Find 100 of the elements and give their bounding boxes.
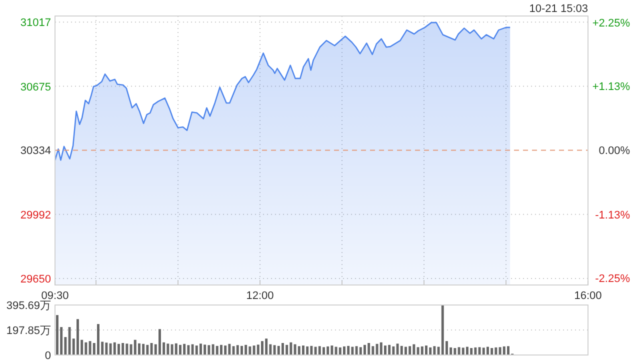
y-tick-label: 0 — [44, 350, 51, 360]
bar — [359, 347, 362, 355]
bar — [252, 346, 256, 355]
x-tick-label: 16:00 — [574, 290, 602, 302]
bar — [294, 344, 296, 355]
bar — [187, 345, 190, 355]
bar — [368, 342, 370, 355]
bar — [113, 342, 116, 355]
bar — [330, 346, 334, 355]
bar — [191, 344, 194, 355]
bar — [429, 347, 432, 355]
bar — [170, 344, 174, 355]
text: 10-21 15:03 — [529, 3, 588, 15]
bar — [228, 344, 231, 355]
bar — [498, 347, 502, 355]
bar — [355, 346, 358, 355]
x-tick-label: 12:00 — [246, 290, 274, 302]
y-tick-label: 30334 — [20, 145, 51, 158]
y-tick-label: 30675 — [20, 81, 51, 94]
y-tick-label: 197.85万 — [6, 325, 51, 337]
bar — [174, 343, 178, 355]
y2-tick-label: -2.25% — [595, 273, 630, 286]
y2-tick-label: +1.13% — [592, 80, 630, 93]
bar — [347, 346, 350, 355]
bar — [224, 346, 227, 355]
bar — [183, 344, 186, 355]
bar — [376, 344, 378, 355]
bar — [88, 341, 92, 355]
bar — [441, 305, 444, 355]
bar — [244, 344, 248, 355]
bar — [216, 346, 218, 355]
bar — [462, 348, 464, 355]
bar — [179, 344, 182, 355]
bar — [380, 342, 382, 355]
bar — [392, 346, 395, 355]
bar — [507, 346, 510, 355]
bar — [212, 344, 214, 355]
y-tick-label: 395.69万 — [6, 300, 51, 312]
bar — [134, 340, 136, 355]
bar — [150, 342, 153, 355]
bar — [482, 348, 485, 355]
bar — [302, 346, 304, 355]
bar — [343, 346, 346, 355]
bar — [97, 324, 100, 355]
bar — [208, 345, 210, 355]
y2-tick-label: +2.25% — [592, 17, 630, 30]
bar — [425, 346, 428, 355]
bar — [256, 344, 260, 355]
bar — [138, 343, 140, 355]
bar — [322, 347, 325, 355]
bar — [290, 342, 292, 355]
bar — [404, 346, 407, 355]
bar — [204, 344, 206, 355]
y-tick-label: 31017 — [20, 17, 51, 30]
bar — [130, 344, 132, 355]
bar — [310, 346, 313, 355]
bar — [478, 347, 481, 355]
bar — [486, 346, 489, 355]
bar — [286, 344, 288, 355]
bar — [318, 346, 321, 355]
bar — [68, 327, 71, 355]
bar — [400, 346, 403, 355]
bar — [326, 346, 330, 355]
bar — [396, 344, 399, 355]
bar — [338, 347, 342, 355]
bar — [433, 346, 436, 355]
bar — [502, 346, 506, 355]
bar — [273, 345, 276, 355]
bar — [126, 344, 128, 355]
bar — [248, 346, 252, 355]
y-tick-label: 29992 — [20, 209, 51, 222]
x-tick-label: 09:30 — [41, 290, 69, 302]
bar — [470, 348, 473, 355]
bar — [76, 319, 79, 355]
bar — [494, 347, 498, 355]
y2-tick-label: 0.00% — [598, 145, 630, 158]
y2-tick-label: -1.13% — [595, 209, 630, 222]
bar — [351, 346, 354, 355]
bar — [109, 343, 112, 355]
bar — [84, 342, 88, 355]
bar — [200, 344, 202, 355]
bar — [334, 346, 338, 355]
bar — [142, 344, 145, 355]
bar — [105, 342, 108, 355]
bar — [306, 346, 309, 355]
bar — [122, 342, 124, 355]
bar — [388, 344, 391, 355]
bar — [265, 338, 268, 355]
bar — [458, 347, 460, 355]
bar — [118, 344, 120, 355]
bar — [277, 346, 280, 355]
bar — [232, 346, 235, 355]
bar — [240, 346, 243, 355]
bar — [474, 347, 477, 355]
bar — [466, 346, 468, 355]
bar — [261, 341, 264, 355]
bar — [490, 348, 494, 355]
bar — [420, 346, 424, 355]
bar — [220, 344, 222, 355]
bar — [146, 344, 149, 355]
